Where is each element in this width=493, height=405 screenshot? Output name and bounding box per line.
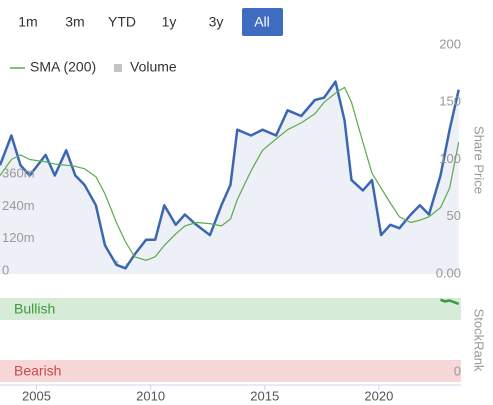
legend-swatch xyxy=(114,64,122,72)
volume-tick-label: 240m xyxy=(2,198,35,213)
x-tick-label: 2010 xyxy=(136,388,165,403)
price-tick-label: 200 xyxy=(439,36,461,51)
price-tick-label: 150 xyxy=(439,94,461,109)
legend-label: Volume xyxy=(130,59,177,75)
price-line xyxy=(0,80,460,270)
button-label: All xyxy=(254,14,270,30)
button-label: 3m xyxy=(65,14,84,30)
rank-tick-label: 0 xyxy=(454,363,461,378)
rank-band xyxy=(0,298,461,320)
range-button[interactable]: 1y xyxy=(162,14,177,30)
volume-tick-label: 120m xyxy=(2,230,35,245)
band-label: Bullish xyxy=(14,301,55,317)
range-button[interactable]: All xyxy=(242,8,283,36)
button-label: YTD xyxy=(108,14,136,30)
button-label: 1y xyxy=(162,14,177,30)
x-tick-label: 2020 xyxy=(364,388,393,403)
y-axis-title: StockRank xyxy=(472,309,487,372)
button-bg xyxy=(242,8,283,36)
range-button[interactable]: 1m xyxy=(18,14,37,30)
band-label: Bearish xyxy=(14,363,61,379)
range-button[interactable]: 3m xyxy=(65,14,84,30)
price-tick-label: 100 xyxy=(439,151,461,166)
button-label: 3y xyxy=(209,14,224,30)
legend-item[interactable]: Volume xyxy=(114,59,177,75)
sma-line xyxy=(0,86,460,261)
volume-tick-label: 0 xyxy=(2,262,9,277)
price-tick-label: 0.00 xyxy=(436,265,461,280)
legend-item[interactable]: SMA (200) xyxy=(10,59,96,75)
range-button[interactable]: YTD xyxy=(108,14,136,30)
legend-label: SMA (200) xyxy=(30,59,96,75)
volume-tick-label: 360m xyxy=(2,165,35,180)
button-label: 1m xyxy=(18,14,37,30)
price-area xyxy=(0,81,459,274)
x-tick-label: 2005 xyxy=(22,388,51,403)
price-line xyxy=(440,298,460,306)
y-axis-title: Share Price xyxy=(472,126,487,194)
rank-band xyxy=(0,360,461,382)
range-button[interactable]: 3y xyxy=(209,14,224,30)
x-tick-label: 2015 xyxy=(250,388,279,403)
price-tick-label: 50 xyxy=(447,208,461,223)
